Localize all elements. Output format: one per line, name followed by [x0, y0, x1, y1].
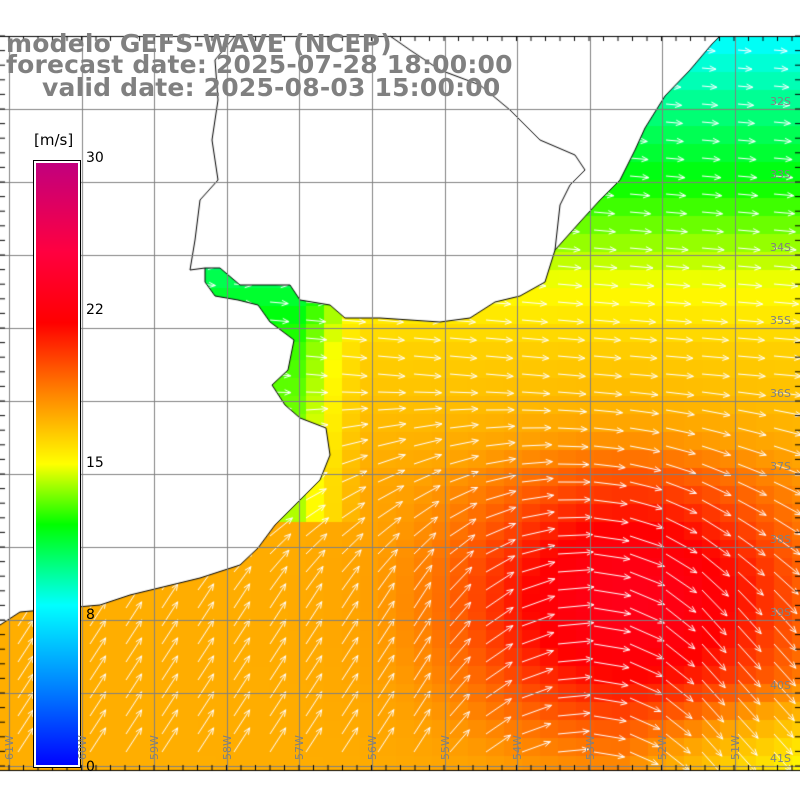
longitude-label: 56W [366, 735, 379, 760]
colorbar-unit: [m/s] [34, 131, 74, 149]
latitude-label: 35S [770, 314, 791, 327]
longitude-label: 57W [293, 735, 307, 760]
colorbar-label-8: 8 [86, 607, 95, 623]
latitude-label: 32S [770, 95, 791, 108]
latitude-label: 39S [770, 606, 791, 619]
colorbar-label-30: 30 [86, 150, 104, 166]
latitude-label: 40S [770, 679, 791, 692]
longitude-label: 53W [583, 735, 597, 760]
colorbar [33, 160, 81, 768]
longitude-label: 61W [3, 735, 16, 760]
colorbar-label-15: 15 [86, 455, 104, 471]
valid-date: valid date: 2025-08-03 15:00:00 [42, 73, 501, 102]
colorbar-label-22: 22 [86, 302, 104, 318]
forecast-date: forecast date: 2025-07-28 18:00:00 [6, 50, 513, 79]
longitude-label: 52W [656, 735, 670, 760]
latitude-label: 33S [770, 168, 791, 181]
latitude-label: 37S [770, 460, 791, 473]
longitude-label: 54W [511, 735, 525, 760]
longitude-label: 58W [220, 735, 234, 760]
colorbar-label-0: 0 [86, 759, 95, 775]
longitude-label: 55W [438, 735, 452, 760]
latitude-label: 41S [770, 752, 791, 765]
latitude-label: 38S [770, 533, 791, 546]
model-title: modelo GEFS-WAVE (NCEP) [6, 29, 392, 58]
longitude-label: 51W [729, 735, 742, 760]
latitude-label: 36S [770, 387, 791, 400]
longitude-label: 59W [148, 735, 162, 760]
latitude-label: 34S [770, 241, 791, 254]
longitude-label: 60W [75, 735, 89, 760]
